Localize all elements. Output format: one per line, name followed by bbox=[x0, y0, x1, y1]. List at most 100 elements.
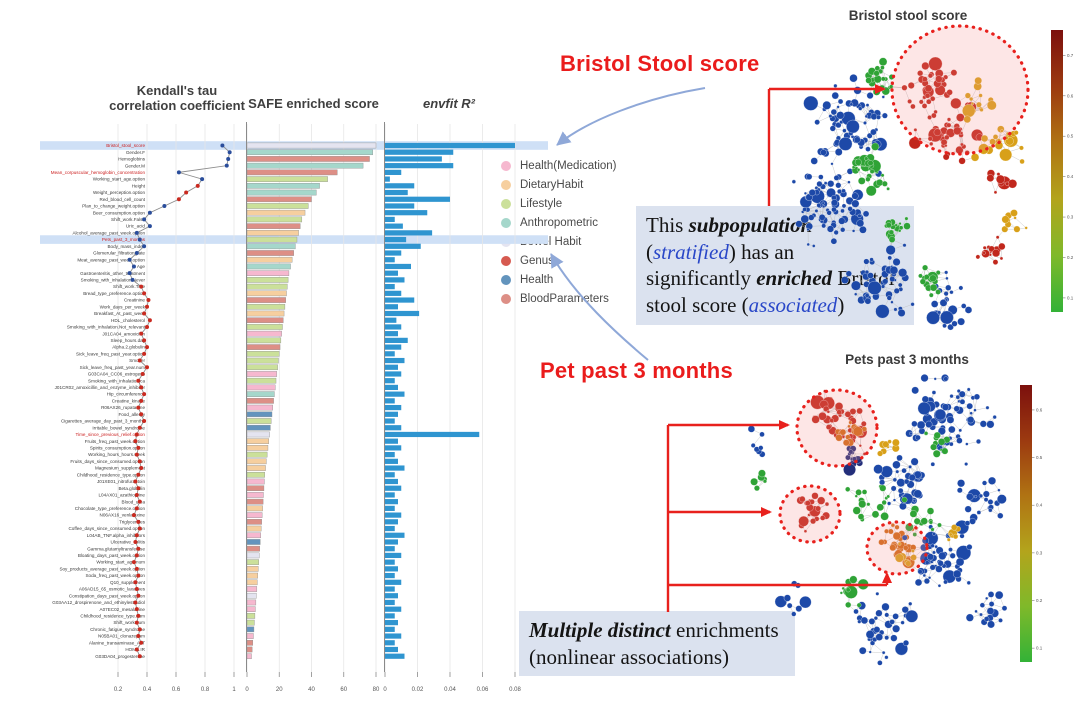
envfit-bar bbox=[385, 290, 402, 296]
envfit-bar bbox=[385, 525, 395, 532]
category-legend: Health(Medication) DietaryHabit Lifestyle A… bbox=[501, 159, 617, 305]
envfit-bar bbox=[385, 176, 390, 182]
kendall-dot bbox=[139, 331, 144, 336]
legend-color-dot-icon bbox=[501, 179, 511, 190]
legend-color-dot-icon bbox=[501, 217, 511, 228]
safe-bar bbox=[246, 270, 290, 276]
envfit-bar bbox=[385, 478, 398, 485]
kendall-dot bbox=[136, 519, 141, 524]
envfit-bar bbox=[385, 519, 398, 525]
safe-bar bbox=[246, 599, 257, 606]
red-connector-arrowhead bbox=[875, 84, 886, 94]
svg-text:0.02: 0.02 bbox=[412, 687, 424, 693]
safe-bar bbox=[246, 398, 274, 404]
envfit-bar bbox=[385, 163, 454, 169]
kendall-dot bbox=[142, 217, 147, 222]
row-label: Age bbox=[137, 264, 146, 269]
kendall-dot bbox=[137, 654, 142, 659]
safe-bar bbox=[246, 176, 328, 182]
red-connector-arrowhead bbox=[882, 572, 892, 583]
row-label: Beta.globulin bbox=[118, 486, 145, 491]
safe-bar bbox=[246, 532, 261, 539]
safe-bar bbox=[246, 424, 271, 431]
legend-label: Anthropometric bbox=[520, 216, 598, 229]
kendall-axis: 0.2 0.4 0.6 0.8 1 bbox=[114, 124, 236, 693]
row-label: Height bbox=[132, 183, 146, 188]
kendall-dot bbox=[145, 324, 149, 329]
kendall-dot bbox=[224, 163, 229, 168]
kendall-dot bbox=[133, 439, 138, 444]
envfit-bar bbox=[385, 378, 395, 384]
svg-text:0.8: 0.8 bbox=[201, 687, 210, 693]
safe-bar bbox=[246, 203, 309, 209]
safe-bar bbox=[246, 418, 272, 424]
envfit-bar bbox=[385, 183, 415, 189]
row-label: Breakfast_At_past_week bbox=[94, 311, 146, 316]
safe-bar bbox=[246, 552, 260, 559]
svg-text:0.2: 0.2 bbox=[1036, 598, 1043, 603]
row-label: Work_days_per_week bbox=[100, 304, 146, 309]
envfit-bar bbox=[385, 142, 515, 149]
kendall-dot bbox=[136, 378, 141, 383]
row-label: R06AX26_rupatadine bbox=[101, 405, 145, 410]
row-label: Sick_leave_freq_past_year.num bbox=[80, 365, 146, 370]
safe-bar bbox=[246, 471, 265, 478]
kendall-dot bbox=[134, 533, 139, 538]
envfit-bar bbox=[385, 425, 402, 431]
kendall-dot bbox=[137, 358, 142, 363]
enrichment-highlight-circle bbox=[865, 520, 929, 576]
kendall-dot bbox=[137, 425, 142, 430]
row-label: Mean_corpuscular_hemoglobin_concentratio… bbox=[51, 170, 146, 175]
safe-bar bbox=[246, 364, 278, 371]
safe-bar bbox=[246, 465, 266, 471]
row-label: Bread_type_preference.option bbox=[83, 291, 145, 296]
envfit-bar bbox=[385, 337, 408, 343]
row-label: J01CR02_amoxicillin_and_enzyme_inhibitor bbox=[55, 385, 146, 390]
row-label: Coffee_days_since_consumed.option bbox=[68, 526, 145, 531]
row-label: Gender.M bbox=[125, 163, 145, 168]
safe-bar bbox=[246, 256, 293, 263]
textbox-segment: enrichments (nonlinear associations) bbox=[529, 618, 779, 669]
row-label: Constipation_days_past_week.option bbox=[69, 593, 146, 598]
kendall-dot bbox=[139, 412, 144, 417]
envfit-bar bbox=[385, 196, 450, 202]
colorbar bbox=[1051, 30, 1063, 312]
legend-label: Lifestyle bbox=[520, 197, 563, 210]
safe-bar bbox=[246, 539, 261, 545]
safe-bar bbox=[246, 196, 312, 203]
kendall-dot bbox=[136, 546, 141, 551]
kendall-dot bbox=[139, 466, 144, 471]
legend-label: Health(Medication) bbox=[520, 159, 617, 172]
row-label: Fruits_freq_past_week.option bbox=[85, 439, 146, 444]
envfit-bar bbox=[385, 331, 398, 337]
envfit-bar bbox=[385, 626, 395, 632]
textbox-segment: This bbox=[646, 213, 689, 237]
safe-bar bbox=[246, 431, 270, 438]
safe-bar bbox=[246, 344, 281, 350]
row-label: J01XE01_nitrofurantoin bbox=[97, 479, 145, 484]
envfit-bar bbox=[385, 552, 402, 559]
kendall-dot bbox=[147, 224, 152, 229]
safe-bar bbox=[246, 337, 282, 344]
row-label: Soy_products_average_past_week.option bbox=[59, 566, 145, 571]
safe-bar bbox=[246, 169, 338, 176]
kendall-dot bbox=[136, 613, 141, 618]
row-label: J01CA04_amoxicillin bbox=[102, 331, 145, 336]
kendall-dot bbox=[134, 251, 139, 256]
kendall-dot bbox=[136, 593, 141, 598]
envfit-bar bbox=[385, 579, 402, 585]
kendall-dot bbox=[133, 539, 138, 544]
svg-text:0: 0 bbox=[383, 687, 387, 693]
row-label: Childhood_residence_type.num bbox=[80, 614, 145, 619]
envfit-bar bbox=[385, 169, 402, 175]
kendall-dot bbox=[139, 385, 144, 390]
envfit-bar bbox=[385, 465, 405, 471]
svg-text:0.06: 0.06 bbox=[477, 687, 489, 693]
row-label: G03CA04_CC06_estrogens bbox=[88, 372, 146, 377]
envfit-bar bbox=[385, 458, 398, 464]
kendall-dot bbox=[134, 607, 139, 612]
enrichment-highlight-circle bbox=[778, 484, 842, 544]
pet-past-3-months-callout: Pet past 3 months bbox=[540, 358, 733, 383]
envfit-bar bbox=[385, 606, 402, 612]
kendall-dot bbox=[134, 452, 139, 457]
